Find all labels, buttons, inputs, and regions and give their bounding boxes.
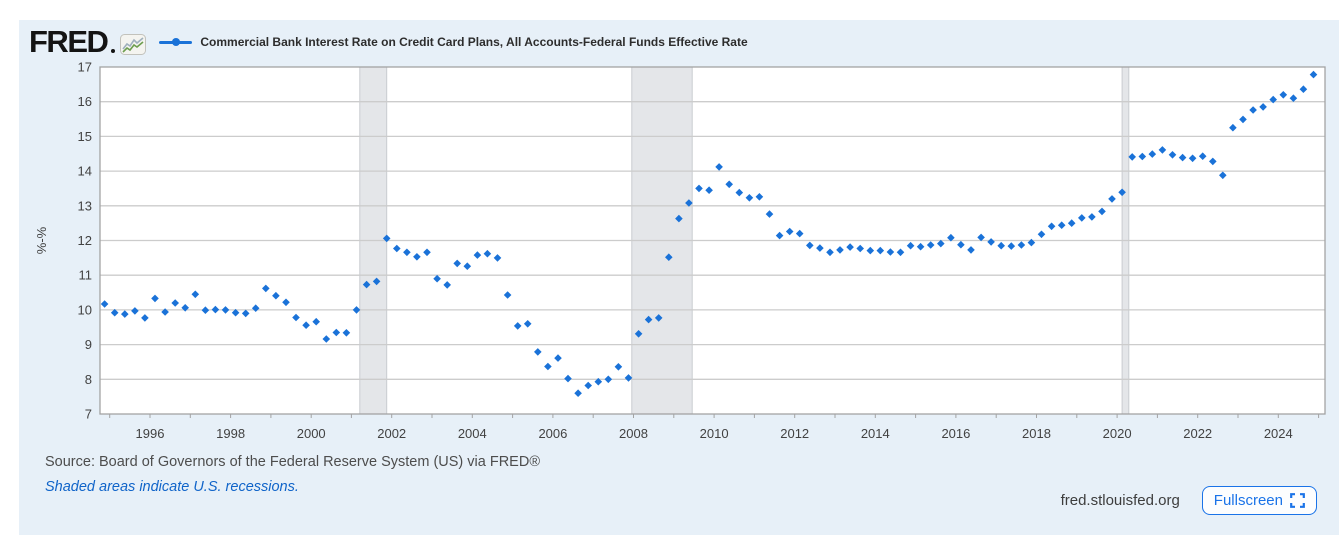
svg-text:1998: 1998 <box>216 426 245 441</box>
fullscreen-button[interactable]: Fullscreen <box>1201 486 1317 515</box>
series-legend-label: Commercial Bank Interest Rate on Credit … <box>200 35 748 49</box>
svg-text:2002: 2002 <box>377 426 406 441</box>
svg-text:17: 17 <box>78 60 92 75</box>
svg-text:2012: 2012 <box>780 426 809 441</box>
svg-text:2024: 2024 <box>1264 426 1293 441</box>
chart-header: FRED Commercial Bank Interest Rate on Cr… <box>29 25 748 59</box>
scatter-chart[interactable]: 7 8 9 10 11 12 13 14 15 16 17 1996 1998 2000 2002 2004 2… <box>19 20 1339 535</box>
series-marker-icon <box>159 36 193 48</box>
fred-logo-chart-icon <box>120 34 147 55</box>
recession-note: Shaded areas indicate U.S. recessions. <box>45 479 299 495</box>
registered-mark <box>111 49 116 53</box>
svg-text:2006: 2006 <box>538 426 567 441</box>
svg-text:14: 14 <box>78 164 92 179</box>
source-block: Source: Board of Governors of the Federa… <box>45 450 540 500</box>
svg-text:11: 11 <box>79 268 93 283</box>
svg-text:10: 10 <box>78 302 92 317</box>
svg-text:16: 16 <box>78 94 92 109</box>
fullscreen-label: Fullscreen <box>1213 492 1283 509</box>
svg-text:2020: 2020 <box>1103 426 1132 441</box>
svg-text:2010: 2010 <box>700 426 729 441</box>
svg-text:9: 9 <box>85 337 92 352</box>
fred-logo[interactable]: FRED <box>29 24 147 59</box>
svg-text:12: 12 <box>78 233 92 248</box>
footer-right: fred.stlouisfed.org Fullscreen <box>1061 486 1317 515</box>
fred-site-link[interactable]: fred.stlouisfed.org <box>1060 492 1180 509</box>
svg-text:2018: 2018 <box>1022 426 1051 441</box>
svg-text:13: 13 <box>78 198 92 213</box>
source-text: Source: Board of Governors of the Federa… <box>45 454 541 470</box>
fullscreen-icon <box>1290 493 1305 508</box>
chart-legend: Commercial Bank Interest Rate on Credit … <box>159 35 748 49</box>
fred-logo-text: FRED <box>29 24 109 59</box>
svg-text:2022: 2022 <box>1183 426 1212 441</box>
svg-text:2008: 2008 <box>619 426 648 441</box>
fred-chart-panel: 7 8 9 10 11 12 13 14 15 16 17 1996 1998 2000 2002 2004 2… <box>19 20 1339 535</box>
svg-text:%-%: %-% <box>34 226 49 254</box>
svg-text:1996: 1996 <box>136 426 165 441</box>
svg-text:15: 15 <box>78 129 92 144</box>
svg-text:8: 8 <box>85 372 92 387</box>
svg-text:7: 7 <box>85 407 92 422</box>
svg-text:2000: 2000 <box>297 426 326 441</box>
svg-text:2014: 2014 <box>861 426 890 441</box>
svg-text:2016: 2016 <box>941 426 970 441</box>
svg-text:2004: 2004 <box>458 426 487 441</box>
